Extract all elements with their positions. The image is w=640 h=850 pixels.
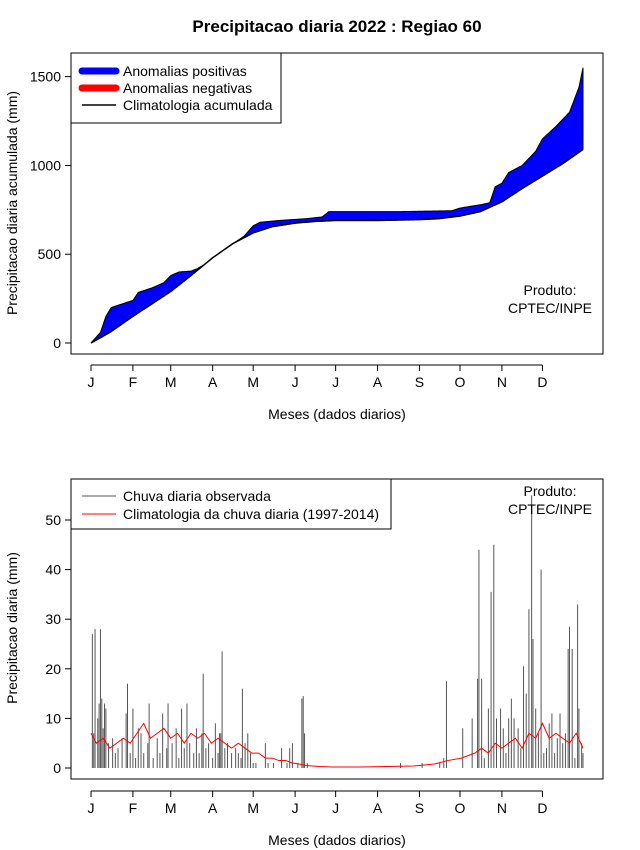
legend-label: Anomalias negativas [123,80,252,96]
y-axis-label: Precipitacao diaria (mm) [4,552,20,704]
x-tick-label: S [415,800,424,816]
y-tick-label: 1500 [30,69,61,85]
x-tick-label: O [455,374,466,390]
daily-climatology-line [90,722,584,768]
x-tick-label: A [373,374,383,390]
legend: Anomalias positivas Anomalias negativas … [70,52,282,124]
legend-label: Anomalias positivas [123,63,247,79]
legend-box [70,478,392,530]
x-tick-label: M [165,800,177,816]
y-tick-label: 40 [45,562,61,578]
x-tick-label: O [455,800,466,816]
anomaly-areas [90,67,584,344]
x-tick-label: J [292,374,299,390]
x-tick-label: S [415,374,424,390]
y-tick-label: 0 [53,760,61,776]
y-tick-label: 30 [45,611,61,627]
y-tick-label: 50 [45,512,61,528]
y-tick-label: 500 [38,246,62,262]
x-tick-label: A [373,800,383,816]
x-tick-label: M [165,374,177,390]
x-tick-label: F [129,800,138,816]
legend: Chuva diaria observada Climatologia da c… [70,478,392,530]
x-tick-label: J [88,800,95,816]
legend-label: Chuva diaria observada [123,488,271,504]
y-axis-label: Precipitacao diaria acumulada (mm) [4,91,20,315]
x-tick-label: A [208,800,218,816]
chart-title: Precipitacao diaria 2022 : Regiao 60 [192,17,481,36]
x-tick-label: D [537,374,547,390]
climatology-line [90,722,584,768]
y-tick-label: 20 [45,661,61,677]
legend-label: Climatologia da chuva diaria (1997-2014) [123,506,379,522]
y-tick-label: 1000 [30,157,61,173]
x-tick-label: M [247,800,259,816]
climatology-cumulative-line [90,148,584,344]
x-tick-label: J [292,800,299,816]
y-tick-label: 0 [53,335,61,351]
x-axis-label: Meses (dados diarios) [268,406,406,422]
x-tick-label: F [129,374,138,390]
y-tick-label: 10 [45,710,61,726]
product-note: Produto: [524,282,577,298]
daily-precip-panel: 0 10 20 30 40 50 J F M A M J J A S O N D Meses (dados di… [4,478,604,848]
x-tick-label: A [208,374,218,390]
y-axis: 0 500 1000 1500 [30,69,72,351]
legend-label: Climatologia acumulada [123,97,273,113]
product-note: Produto: [524,483,577,499]
x-tick-label: D [537,800,547,816]
product-note-source: CPTEC/INPE [508,501,592,517]
x-tick-label: N [497,800,507,816]
daily-bars [91,495,584,768]
cumulative-precip-panel: 0 500 1000 1500 J F M A M J J A S O N D Meses (dados d… [4,52,604,422]
y-axis: 0 10 20 30 40 50 [45,512,72,776]
x-tick-label: M [247,374,259,390]
x-axis-label: Meses (dados diarios) [268,832,406,848]
x-tick-label: J [332,374,339,390]
x-tick-label: N [497,374,507,390]
product-note-source: CPTEC/INPE [508,300,592,316]
x-tick-label: J [332,800,339,816]
x-tick-label: J [88,374,95,390]
